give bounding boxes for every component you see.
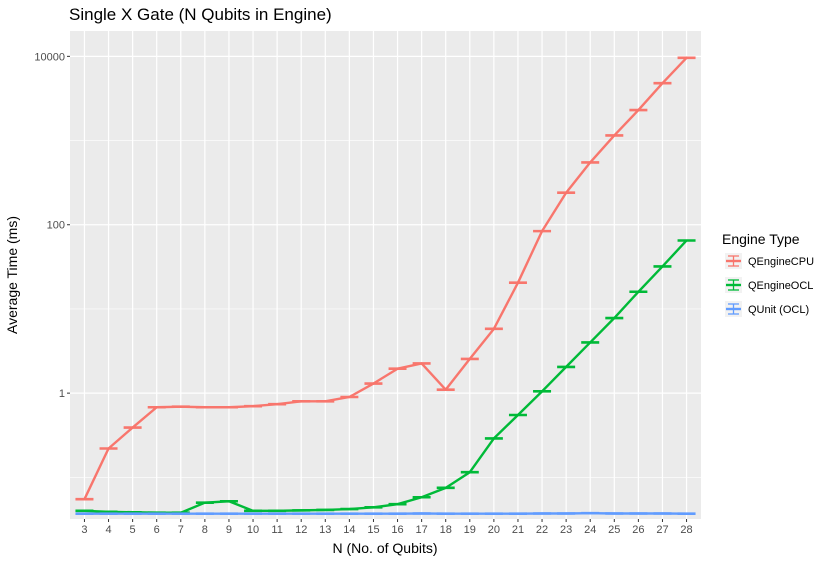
legend-label-qunit-ocl: QUnit (OCL) xyxy=(748,304,809,316)
x-tick-label: 11 xyxy=(271,524,282,536)
x-axis-ticks: 3 4 5 6 7 8 9 10 11 12 13 14 15 16 17 18 19 20 21 22 23 24 25 2… xyxy=(81,519,693,536)
x-tick-label: 10 xyxy=(247,524,259,536)
chart-title: Single X Gate (N Qubits in Engine) xyxy=(69,5,332,24)
x-tick-label: 18 xyxy=(440,524,452,536)
plot-panel xyxy=(70,31,701,519)
x-tick-label: 21 xyxy=(512,524,524,536)
x-tick-label: 22 xyxy=(536,524,548,536)
legend-label-qenginecpu: QEngineCPU xyxy=(748,256,814,268)
legend-keys: QEngineCPU QEngineOCL QUnit (OCL) xyxy=(725,253,814,317)
series-line-qengineocl xyxy=(84,239,688,514)
x-tick-label: 14 xyxy=(343,524,355,536)
legend-title: Engine Type xyxy=(722,231,800,247)
x-tick-label: 6 xyxy=(154,524,160,536)
x-tick-label: 8 xyxy=(202,524,208,536)
x-tick-label: 3 xyxy=(81,524,87,536)
x-tick-label: 12 xyxy=(295,524,307,536)
x-tick-label: 23 xyxy=(560,524,572,536)
x-tick-label: 15 xyxy=(367,524,379,536)
x-axis-label: N (No. of Qubits) xyxy=(332,540,437,556)
y-tick-label: 10000 xyxy=(34,51,65,63)
grid-major xyxy=(70,31,701,519)
y-axis-ticks: 1 100 10000 xyxy=(34,51,70,400)
legend: Engine Type QEngineCPU QEngineOCL QUnit (O… xyxy=(722,231,814,317)
x-tick-label: 19 xyxy=(464,524,476,536)
x-tick-label: 4 xyxy=(105,524,111,536)
x-tick-label: 28 xyxy=(680,524,692,536)
grid-minor xyxy=(70,140,701,478)
x-tick-label: 17 xyxy=(416,524,428,536)
x-tick-label: 16 xyxy=(391,524,403,536)
legend-label-qengineocl: QEngineOCL xyxy=(748,280,813,292)
series-layer xyxy=(75,56,696,515)
x-tick-label: 20 xyxy=(488,524,500,536)
y-tick-label: 1 xyxy=(59,388,65,400)
x-tick-label: 24 xyxy=(584,524,596,536)
y-axis-label: Average Time (ms) xyxy=(4,216,20,334)
x-tick-label: 9 xyxy=(226,524,232,536)
x-tick-label: 7 xyxy=(178,524,184,536)
x-tick-label: 27 xyxy=(656,524,668,536)
y-tick-label: 100 xyxy=(47,220,65,232)
x-tick-label: 26 xyxy=(632,524,644,536)
x-tick-label: 5 xyxy=(130,524,136,536)
x-tick-label: 13 xyxy=(319,524,331,536)
x-tick-label: 25 xyxy=(608,524,620,536)
